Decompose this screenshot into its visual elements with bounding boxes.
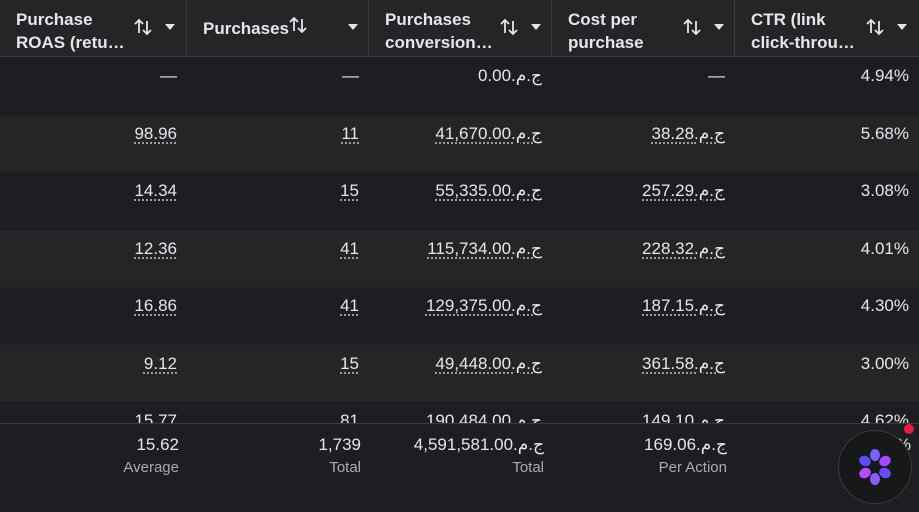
column-header-label: Cost per purchase xyxy=(568,8,686,54)
sort-arrows-icon[interactable] xyxy=(864,16,886,38)
cell-purchases[interactable]: 15 xyxy=(340,354,359,373)
table-row: 12.36 41 ج.م.115,734.00 ج.م.228.32 4.01% xyxy=(0,230,919,288)
cell-conversion-value[interactable]: ج.م.190,484.00 xyxy=(426,411,542,423)
table-row: 98.96 11 ج.م.41,670.00 ج.م.38.28 5.68% xyxy=(0,115,919,173)
cell-conversion-value[interactable]: ج.م.49,448.00 xyxy=(435,354,542,373)
cell-cost-per-purchase: — xyxy=(552,57,735,115)
table-header: Purchase ROAS (retu… Purchases Purchases… xyxy=(0,0,919,57)
footer-cell-cost-per-purchase: ج.م.169.06 Per Action xyxy=(552,424,735,512)
table-body: — — ج.م.0.00 — 4.94% 98.96 11 ج.م.41,670… xyxy=(0,57,919,423)
footer-label: Total xyxy=(369,456,544,480)
cell-ctr: 4.94% xyxy=(735,57,919,115)
cell-purchase-roas[interactable]: 15.77 xyxy=(134,411,177,423)
sort-arrows-icon[interactable] xyxy=(132,16,154,38)
footer-value: ج.م.4,591,581.00 xyxy=(369,434,544,456)
cell-purchase-roas[interactable]: 14.34 xyxy=(134,181,177,200)
table-row: 9.12 15 ج.م.49,448.00 ج.م.361.58 3.00% xyxy=(0,345,919,403)
footer-value: 1,739 xyxy=(187,434,361,456)
footer-cell-purchase-roas: 15.62 Average xyxy=(0,424,187,512)
footer-label: Per Action xyxy=(552,456,727,480)
ai-assistant-icon xyxy=(839,431,911,503)
table-row: 15.77 81 ج.م.190,484.00 ج.م.149.10 4.62% xyxy=(0,402,919,423)
cell-purchases[interactable]: 41 xyxy=(340,239,359,258)
cell-ctr: 3.08% xyxy=(735,172,919,230)
sort-arrows-icon[interactable] xyxy=(287,14,309,36)
cell-conversion-value[interactable]: ج.م.115,734.00 xyxy=(427,239,542,258)
cell-ctr: 3.00% xyxy=(735,345,919,403)
cell-purchases[interactable]: 11 xyxy=(341,124,359,143)
cell-conversion-value: ج.م.0.00 xyxy=(369,57,552,115)
column-header-label: Purchases conversion… xyxy=(385,8,503,54)
cell-purchases: — xyxy=(187,57,369,115)
column-header-purchases-conversion[interactable]: Purchases conversion… xyxy=(369,0,552,56)
cell-ctr: 4.30% xyxy=(735,287,919,345)
cell-purchase-roas[interactable]: 16.86 xyxy=(134,296,177,315)
notification-badge xyxy=(904,424,914,434)
sort-arrows-icon[interactable] xyxy=(498,16,520,38)
cell-cost-per-purchase[interactable]: ج.م.187.15 xyxy=(642,296,725,315)
cell-purchase-roas: — xyxy=(0,57,187,115)
cell-purchase-roas[interactable]: 98.96 xyxy=(134,124,177,143)
caret-down-icon[interactable] xyxy=(714,24,724,30)
cell-cost-per-purchase[interactable]: ج.م.149.10 xyxy=(642,411,725,423)
cell-conversion-value[interactable]: ج.م.41,670.00 xyxy=(435,124,542,143)
ai-assistant-button[interactable] xyxy=(838,430,912,504)
sort-arrows-icon[interactable] xyxy=(681,16,703,38)
table-footer-totals: 15.62 Average 1,739 Total ج.م.4,591,581.… xyxy=(0,423,919,512)
cell-ctr: 5.68% xyxy=(735,115,919,173)
cell-cost-per-purchase[interactable]: ج.م.38.28 xyxy=(652,124,726,143)
cell-purchases[interactable]: 41 xyxy=(340,296,359,315)
footer-value: ج.م.169.06 xyxy=(552,434,727,456)
caret-down-icon[interactable] xyxy=(165,24,175,30)
column-header-cost-per-purchase[interactable]: Cost per purchase xyxy=(552,0,735,56)
cell-purchases[interactable]: 81 xyxy=(340,411,359,423)
table-row: 16.86 41 ج.م.129,375.00 ج.م.187.15 4.30% xyxy=(0,287,919,345)
caret-down-icon[interactable] xyxy=(531,24,541,30)
cell-purchase-roas[interactable]: 9.12 xyxy=(144,354,177,373)
cell-conversion-value[interactable]: ج.م.55,335.00 xyxy=(435,181,542,200)
cell-cost-per-purchase[interactable]: ج.م.228.32 xyxy=(642,239,725,258)
table-row: 14.34 15 ج.م.55,335.00 ج.م.257.29 3.08% xyxy=(0,172,919,230)
footer-label: Total xyxy=(187,456,361,480)
footer-cell-conversion-value: ج.م.4,591,581.00 Total xyxy=(369,424,552,512)
cell-ctr: 4.01% xyxy=(735,230,919,288)
caret-down-icon[interactable] xyxy=(897,24,907,30)
cell-purchase-roas[interactable]: 12.36 xyxy=(134,239,177,258)
cell-purchases[interactable]: 15 xyxy=(340,181,359,200)
column-header-ctr[interactable]: CTR (link click-throu… xyxy=(735,0,919,56)
caret-down-icon[interactable] xyxy=(348,24,358,30)
cell-cost-per-purchase[interactable]: ج.م.257.29 xyxy=(642,181,725,200)
cell-conversion-value[interactable]: ج.م.129,375.00 xyxy=(426,296,542,315)
column-header-label: CTR (link click-throu… xyxy=(751,8,869,54)
footer-cell-purchases: 1,739 Total xyxy=(187,424,369,512)
cell-cost-per-purchase[interactable]: ج.م.361.58 xyxy=(642,354,725,373)
table-row: — — ج.م.0.00 — 4.94% xyxy=(0,57,919,115)
column-header-purchase-roas[interactable]: Purchase ROAS (retu… xyxy=(0,0,187,56)
footer-label: Average xyxy=(0,456,179,480)
cell-ctr: 4.62% xyxy=(735,402,919,423)
column-header-label: Purchase ROAS (retu… xyxy=(16,8,134,54)
footer-value: 15.62 xyxy=(0,434,179,456)
column-header-purchases[interactable]: Purchases xyxy=(187,0,369,56)
